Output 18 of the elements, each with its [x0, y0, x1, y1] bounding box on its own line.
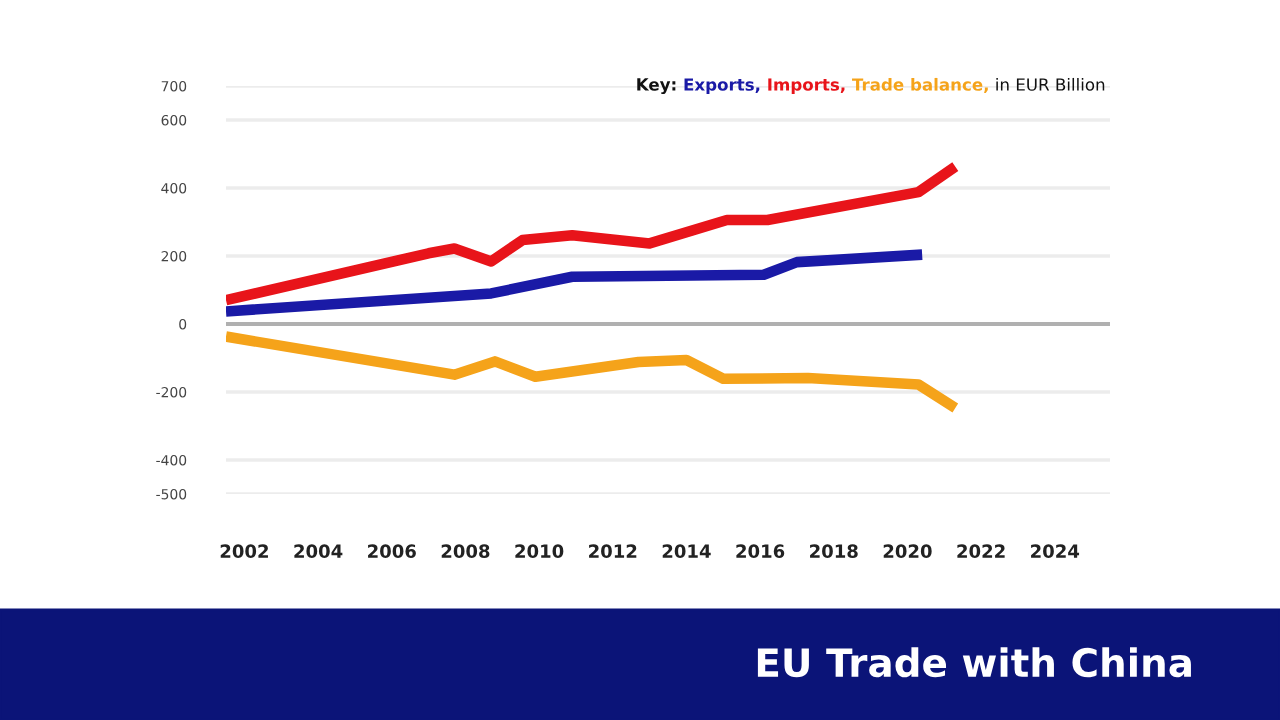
- text: Trade balance,: [852, 77, 988, 93]
- x-tick-label: 2018: [810, 544, 858, 558]
- x-tick-label: 2006: [368, 544, 416, 558]
- annotation: in EUR Billion: [996, 77, 1105, 91]
- legend-title: Key:: [637, 78, 676, 95]
- text: Exports,: [684, 78, 760, 95]
- x-tick-label: 2004: [294, 544, 343, 558]
- x-tick-label: 2016: [736, 544, 785, 558]
- text: EU Trade with China: [757, 647, 1191, 678]
- x-tick-label: 2024: [1031, 544, 1080, 558]
- x-tick-label: 2014: [662, 544, 711, 558]
- x-tick-label: 2008: [441, 544, 490, 558]
- x-tick-label: 2002: [220, 544, 268, 558]
- x-tick-label: 2012: [589, 544, 637, 558]
- x-tick-label: 2010: [515, 544, 564, 558]
- text: Imports,: [768, 78, 845, 95]
- x-tick-label: 2022: [957, 544, 1005, 558]
- x-tick-label: 2020: [883, 544, 932, 558]
